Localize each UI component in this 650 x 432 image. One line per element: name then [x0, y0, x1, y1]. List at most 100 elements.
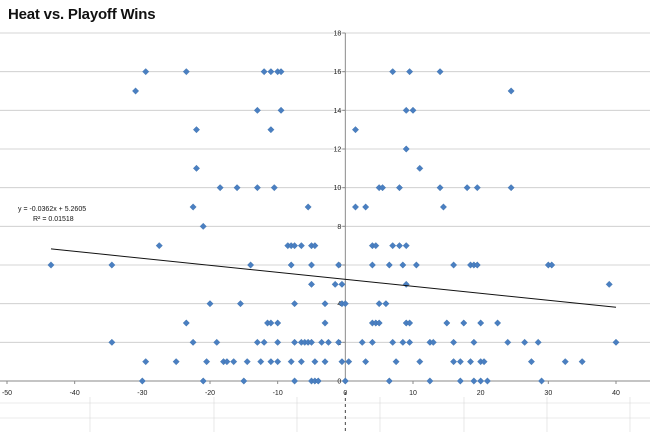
data-point [291, 338, 299, 346]
y-tick-label: 12 [334, 147, 342, 154]
data-point [270, 184, 278, 192]
data-point [612, 338, 620, 346]
data-point [521, 338, 529, 346]
data-point [331, 280, 339, 288]
data-point [483, 377, 491, 385]
data-point [382, 300, 390, 308]
data-point [297, 242, 305, 250]
data-point [507, 184, 515, 192]
data-point [368, 261, 376, 269]
data-point [406, 338, 414, 346]
data-point [182, 68, 190, 76]
data-point [399, 261, 407, 269]
trendline [50, 248, 617, 308]
y-tick-label: 18 [334, 31, 342, 38]
data-point [189, 338, 197, 346]
y-tick-label: 8 [337, 224, 341, 231]
data-point [253, 184, 261, 192]
y-tick-label: 14 [334, 108, 342, 115]
data-point [379, 184, 387, 192]
data-point [477, 377, 485, 385]
gridlines [0, 32, 650, 343]
data-point [473, 261, 481, 269]
data-point [138, 377, 146, 385]
trendline-group: y = -0.0362x + 5.2605 R² = 0.01518 [18, 206, 617, 308]
data-point [308, 261, 315, 269]
x-tick-label: -20 [205, 390, 215, 397]
data-point [260, 338, 268, 346]
data-point [304, 203, 312, 211]
data-point [402, 242, 410, 250]
data-point [477, 319, 485, 327]
data-point [450, 338, 458, 346]
data-point [439, 203, 447, 211]
data-point [460, 319, 468, 327]
data-point [375, 300, 383, 308]
data-point [534, 338, 542, 346]
data-point [456, 377, 464, 385]
data-point [247, 261, 255, 269]
data-point [192, 164, 200, 172]
data-point [260, 68, 268, 76]
data-point [338, 280, 346, 288]
data-point [507, 87, 515, 95]
data-point [257, 358, 265, 366]
data-point [321, 300, 329, 308]
data-point [142, 358, 150, 366]
data-point [426, 377, 434, 385]
data-point [287, 261, 295, 269]
data-point [338, 358, 346, 366]
data-point [311, 242, 319, 250]
data-point [47, 261, 55, 269]
data-point [297, 358, 305, 366]
data-point [480, 358, 488, 366]
data-point [548, 261, 556, 269]
y-tick-label: 0 [337, 379, 341, 386]
data-point [324, 338, 332, 346]
data-point [375, 319, 383, 327]
x-tick-label: -50 [2, 390, 12, 397]
data-point [561, 358, 569, 366]
data-point [308, 280, 315, 288]
x-tick-label: -30 [137, 390, 147, 397]
data-point [267, 319, 275, 327]
data-point [192, 126, 200, 134]
data-point [412, 261, 420, 269]
data-point [236, 300, 244, 308]
x-tick-label: 20 [477, 390, 485, 397]
data-point [436, 184, 444, 192]
x-tick-label: 40 [612, 390, 620, 397]
data-point [362, 358, 370, 366]
data-point [230, 358, 238, 366]
data-point [385, 377, 393, 385]
data-point [267, 126, 275, 134]
y-tick-label: 4 [337, 301, 341, 308]
data-point [274, 338, 282, 346]
data-point [216, 184, 224, 192]
data-point [274, 358, 282, 366]
data-point [416, 164, 424, 172]
data-point [199, 222, 207, 230]
data-point [385, 261, 393, 269]
data-point [436, 68, 444, 76]
data-point [267, 358, 275, 366]
data-point [406, 319, 414, 327]
data-point [358, 338, 366, 346]
data-point [409, 106, 417, 114]
data-points [47, 68, 620, 385]
data-point [527, 358, 535, 366]
data-point [362, 203, 370, 211]
data-point [108, 338, 116, 346]
data-point [352, 126, 359, 134]
data-point [392, 358, 400, 366]
chart-title: Heat vs. Playoff Wins [8, 6, 156, 23]
data-point [450, 358, 458, 366]
data-point [189, 203, 197, 211]
data-point [504, 338, 512, 346]
data-point [605, 280, 613, 288]
data-point [108, 261, 116, 269]
data-point [321, 319, 329, 327]
x-tick-label: -10 [273, 390, 283, 397]
data-point [291, 300, 299, 308]
